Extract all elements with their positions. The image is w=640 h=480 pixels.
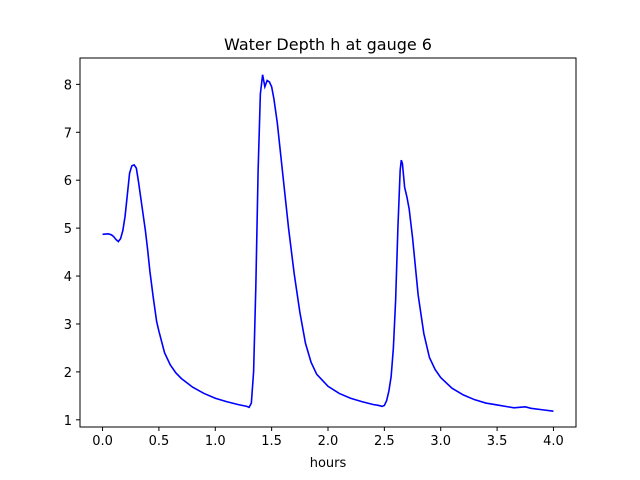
y-tick-label: 3 [64,318,72,333]
y-tick-label: 5 [64,222,72,237]
y-axis-ticks: 1 2 3 4 5 6 7 8 [64,78,80,429]
x-tick-label: 2.5 [374,434,395,449]
series-line-water-depth [102,74,554,412]
x-axis-label: hours [310,456,347,471]
x-tick-label: 0.0 [92,434,113,449]
y-tick-label: 4 [64,270,72,285]
y-tick-label: 8 [64,78,72,93]
y-tick-label: 7 [64,126,72,141]
y-tick-label: 6 [64,174,72,189]
x-tick-label: 1.5 [261,434,282,449]
y-tick-label: 1 [64,414,72,429]
y-tick-label: 2 [64,366,72,381]
x-tick-label: 2.0 [318,434,339,449]
chart-title: Water Depth h at gauge 6 [224,35,432,54]
x-tick-label: 3.5 [487,434,508,449]
x-tick-label: 4.0 [543,434,564,449]
plot-area-frame [79,57,577,428]
x-tick-label: 1.0 [205,434,226,449]
x-axis-ticks: 0.0 0.5 1.0 1.5 2.0 2.5 3.0 3.5 4.0 [92,427,564,449]
x-tick-label: 0.5 [149,434,170,449]
x-tick-label: 3.0 [430,434,451,449]
